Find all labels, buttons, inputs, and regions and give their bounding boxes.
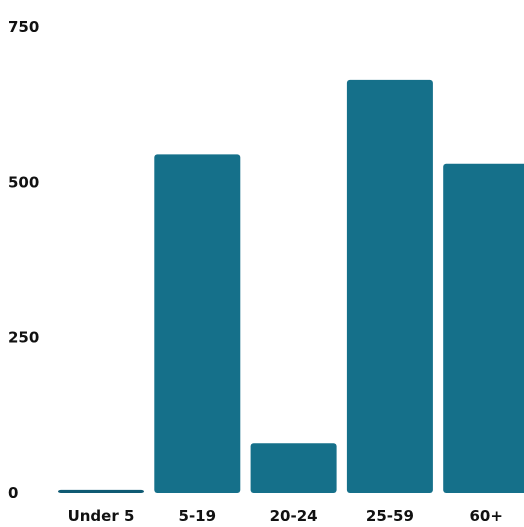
x-tick-label: 5-19 bbox=[179, 507, 217, 525]
bar-60 bbox=[443, 163, 524, 493]
y-tick-label: 0 bbox=[8, 484, 18, 502]
bar-under-5 bbox=[58, 489, 144, 493]
y-axis-ticks: 0 250 500 750 bbox=[8, 18, 39, 502]
x-axis-ticks: Under 5 5-19 20-24 25-59 60+ bbox=[68, 507, 503, 525]
bar-20-24 bbox=[250, 443, 337, 493]
x-tick-label: Under 5 bbox=[68, 507, 135, 525]
x-tick-label: 25-59 bbox=[366, 507, 414, 525]
y-tick-label: 500 bbox=[8, 173, 39, 191]
y-tick-label: 250 bbox=[8, 329, 39, 347]
y-tick-label: 750 bbox=[8, 18, 39, 36]
x-tick-label: 60+ bbox=[469, 507, 502, 525]
bars-group bbox=[58, 79, 524, 494]
x-tick-label: 20-24 bbox=[270, 507, 318, 525]
bar-25-59 bbox=[346, 79, 433, 494]
bar-5-19 bbox=[154, 154, 241, 493]
